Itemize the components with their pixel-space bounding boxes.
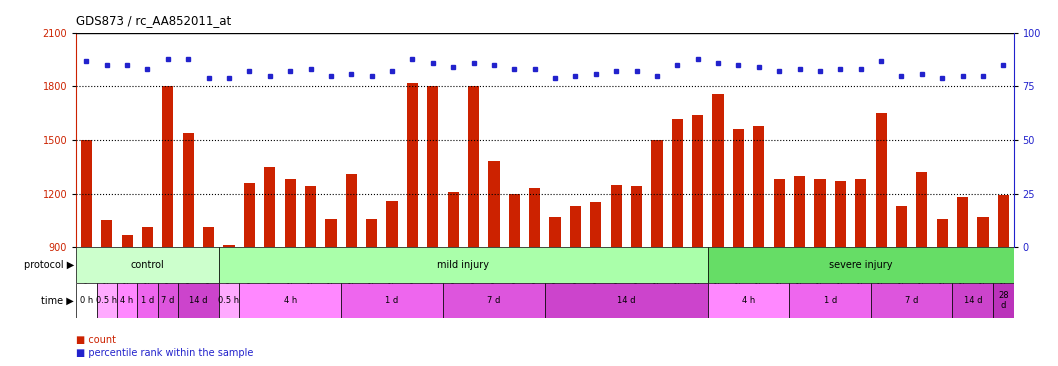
Bar [876, 113, 887, 247]
Bar [122, 235, 132, 247]
Bar [871, 283, 952, 318]
Text: 0.5 h: 0.5 h [218, 296, 239, 305]
Bar [443, 283, 545, 318]
Bar [203, 227, 214, 247]
Bar [993, 283, 1014, 318]
Bar [708, 283, 789, 318]
Bar [346, 174, 357, 247]
Bar [264, 167, 275, 247]
Text: 4 h: 4 h [742, 296, 755, 305]
Text: ■ percentile rank within the sample: ■ percentile rank within the sample [76, 348, 254, 358]
Text: 4 h: 4 h [121, 296, 133, 305]
Bar [386, 201, 398, 247]
Text: ■ count: ■ count [76, 335, 116, 345]
Bar [509, 194, 519, 247]
Bar [610, 184, 622, 247]
Text: 7 d: 7 d [161, 296, 175, 305]
Bar [692, 115, 704, 247]
Bar [916, 172, 928, 247]
Text: severe injury: severe injury [829, 260, 893, 270]
Bar [341, 283, 443, 318]
Bar [158, 283, 178, 318]
Text: 0.5 h: 0.5 h [96, 296, 117, 305]
Text: 14 d: 14 d [617, 296, 636, 305]
Bar [570, 206, 581, 247]
Bar [590, 202, 601, 247]
Bar [672, 119, 682, 247]
Bar [239, 283, 341, 318]
Bar [712, 94, 724, 247]
Bar [427, 86, 438, 247]
Bar [117, 283, 138, 318]
Bar [162, 86, 174, 247]
Bar [219, 247, 708, 283]
Bar [178, 283, 219, 318]
Bar [219, 283, 239, 318]
Text: mild injury: mild injury [437, 260, 490, 270]
Bar [733, 129, 744, 247]
Bar [529, 188, 541, 247]
Bar [978, 217, 988, 247]
Text: 4 h: 4 h [284, 296, 297, 305]
Bar [815, 179, 825, 247]
Bar [998, 195, 1009, 247]
Bar [285, 179, 296, 247]
Text: 28
d: 28 d [998, 291, 1008, 310]
Bar [794, 176, 805, 247]
Bar [896, 206, 907, 247]
Text: 0 h: 0 h [79, 296, 93, 305]
Bar [545, 283, 708, 318]
Bar [243, 183, 255, 247]
Bar [325, 219, 336, 247]
Bar [652, 140, 662, 247]
Text: 14 d: 14 d [189, 296, 207, 305]
Bar [789, 283, 871, 318]
Bar [305, 186, 316, 247]
Bar [957, 197, 968, 247]
Bar [142, 227, 153, 247]
Text: time ▶: time ▶ [41, 296, 74, 306]
Bar [835, 181, 846, 247]
Text: 7 d: 7 d [488, 296, 500, 305]
Bar [936, 219, 948, 247]
Bar [76, 283, 96, 318]
Bar [80, 140, 92, 247]
Bar [448, 192, 459, 247]
Text: 1 d: 1 d [823, 296, 837, 305]
Bar [223, 245, 235, 247]
Bar [76, 247, 219, 283]
Bar [183, 133, 194, 247]
Text: 7 d: 7 d [905, 296, 918, 305]
Bar [708, 247, 1014, 283]
Text: GDS873 / rc_AA852011_at: GDS873 / rc_AA852011_at [76, 14, 232, 27]
Bar [489, 161, 499, 247]
Bar [96, 283, 117, 318]
Bar [549, 217, 561, 247]
Bar [138, 283, 158, 318]
Bar [102, 220, 112, 247]
Bar [468, 86, 479, 247]
Text: protocol ▶: protocol ▶ [24, 260, 74, 270]
Bar [407, 83, 418, 247]
Bar [366, 219, 378, 247]
Bar [855, 179, 867, 247]
Text: 1 d: 1 d [385, 296, 399, 305]
Bar [952, 283, 993, 318]
Bar [753, 126, 765, 247]
Text: 14 d: 14 d [964, 296, 982, 305]
Bar [773, 179, 785, 247]
Text: control: control [130, 260, 164, 270]
Bar [631, 186, 642, 247]
Text: 1 d: 1 d [141, 296, 154, 305]
